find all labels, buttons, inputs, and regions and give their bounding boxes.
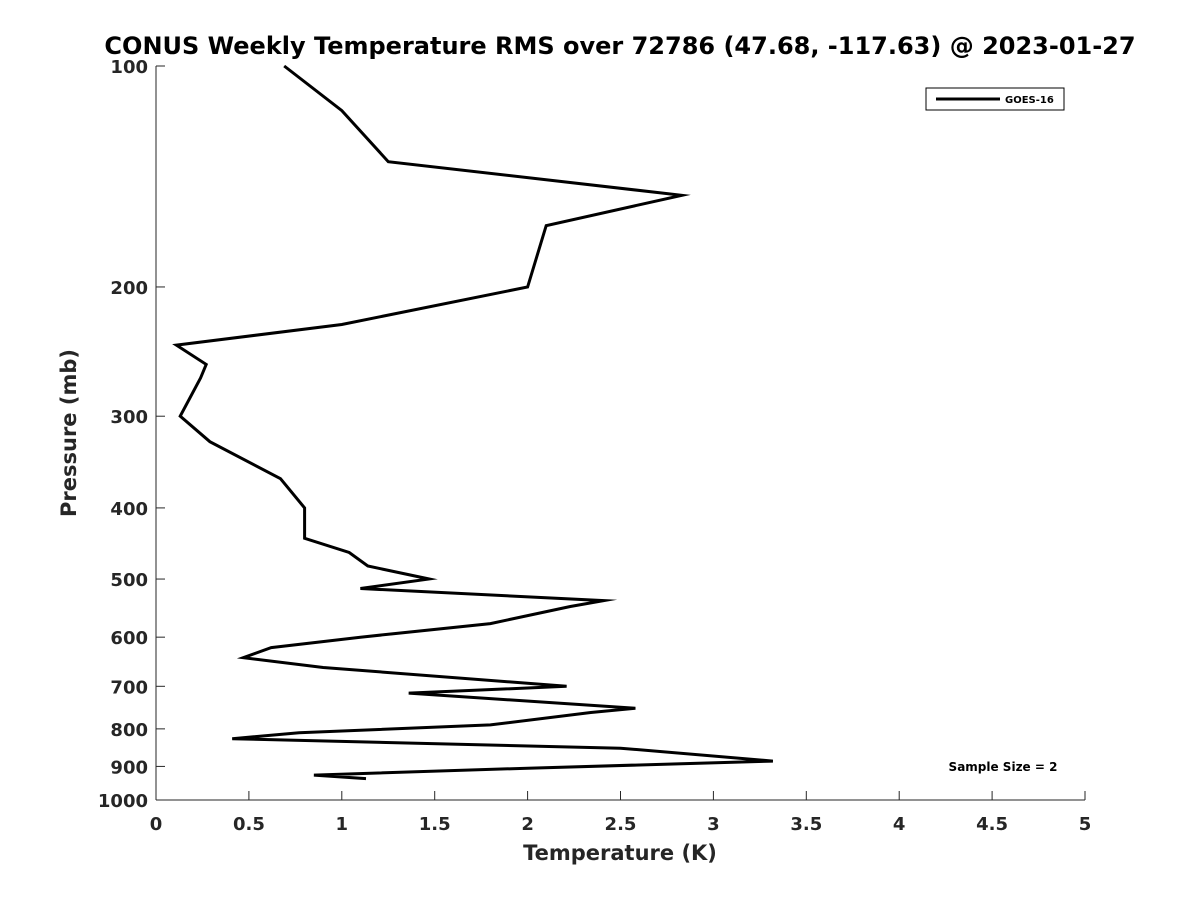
x-tick-label: 1.5 [419,814,451,835]
x-tick-label: 4 [893,814,906,835]
x-tick-label: 3 [707,814,720,835]
x-tick-label: 0.5 [233,814,265,835]
y-tick-label: 100 [110,57,148,78]
series-line-goes-16 [172,64,774,781]
y-tick-label: 500 [110,570,148,591]
legend-entry-label: GOES-16 [1005,95,1054,106]
y-tick-label: 300 [110,407,148,428]
y-axis-label: Pressure (mb) [57,349,81,517]
y-tick-label: 200 [110,278,148,299]
y-tick-label: 800 [110,720,148,741]
x-tick-label: 0 [150,814,163,835]
y-tick-label: 900 [110,757,148,778]
x-axis-label: Temperature (K) [523,841,717,865]
chart-title: CONUS Weekly Temperature RMS over 72786 … [104,32,1135,60]
sample-size-annotation: Sample Size = 2 [949,760,1058,774]
y-tick-label: 400 [110,499,148,520]
axes: 0 0.5 1 1.5 2 2.5 3 3.5 4 4.5 5 100 200 300 400 500 600 7… [98,57,1091,835]
y-tick-label: 600 [110,628,148,649]
x-tick-label: 2 [521,814,534,835]
x-tick-label: 2.5 [605,814,637,835]
x-tick-label: 4.5 [976,814,1008,835]
x-tick-label: 5 [1079,814,1092,835]
x-tick-label: 1 [336,814,349,835]
legend: GOES-16 [925,87,1065,111]
y-tick-label: 700 [110,677,148,698]
series-layer [172,64,774,781]
y-tick-label: 1000 [98,791,148,812]
x-tick-label: 3.5 [790,814,822,835]
